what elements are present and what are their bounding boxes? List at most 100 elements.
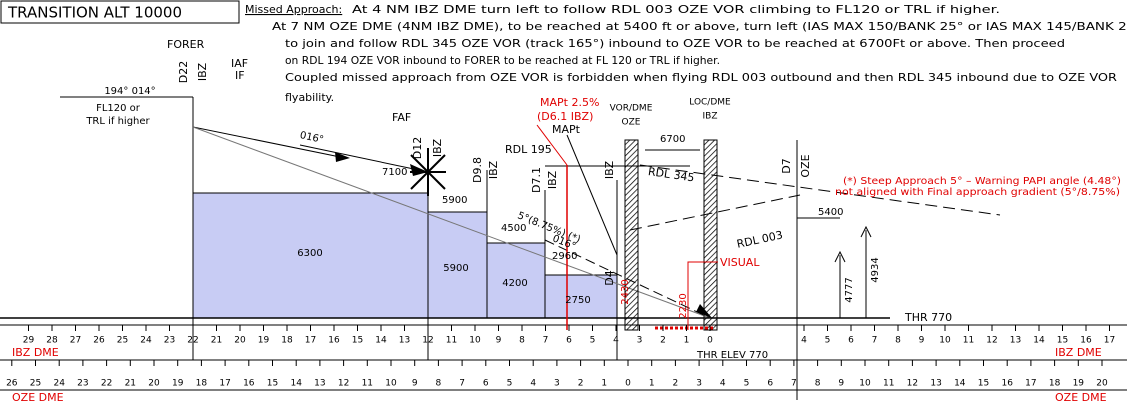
nav-label: IBZ	[703, 112, 718, 122]
track-label: 194° 014°	[104, 86, 155, 97]
scale-number: 25	[117, 336, 128, 346]
glide-path	[192, 126, 711, 319]
scale-number: 0	[707, 336, 713, 346]
msa-label: 6300	[297, 248, 322, 259]
scale-number: 21	[211, 336, 222, 346]
scale-number: 15	[978, 379, 989, 389]
scale-label: OZE DME	[12, 391, 64, 404]
alt-label: 5900	[442, 195, 467, 206]
mapt-label: (D6.1 IBZ)	[537, 110, 593, 123]
approach-arrow	[299, 144, 429, 173]
fix-label: IF	[235, 69, 245, 82]
fix-label: FORER	[167, 38, 205, 51]
scale-number: 12	[986, 336, 997, 346]
obstacle-top	[860, 225, 872, 238]
scale-number: 10	[469, 336, 481, 346]
scale-number: 16	[1001, 379, 1013, 389]
fix-label: IBZ	[603, 160, 616, 179]
scale-number: 9	[838, 379, 844, 389]
scale-number: 9	[496, 336, 502, 346]
fix-label: D9.8	[471, 157, 484, 183]
scale-number: 5	[590, 336, 596, 346]
mapt-label: MAPt	[552, 123, 581, 136]
scale-number: 10	[859, 379, 871, 389]
height-label: 2230	[678, 293, 689, 318]
msa-boxes	[192, 192, 618, 319]
fix-label: D7.1	[530, 167, 543, 193]
height-label: 2430	[620, 279, 631, 304]
scale-number: 19	[172, 379, 184, 389]
missed-approach-label: Missed Approach:	[245, 3, 342, 16]
msa-label: 4200	[502, 278, 527, 289]
msa-label: 5900	[443, 263, 468, 274]
note: (*) Steep Approach 5° – Warning PAPI ang…	[843, 176, 1121, 187]
scale-number: 0	[625, 379, 631, 389]
alt-label: 4500	[501, 223, 526, 234]
scale-number: 13	[1010, 336, 1021, 346]
scale-number: 10	[939, 336, 951, 346]
scale-number: 12	[422, 336, 433, 346]
missed-approach-text: to join and follow RDL 345 OZE VOR (trac…	[285, 37, 1065, 50]
scale-number: 9	[919, 336, 925, 346]
scale-number: 21	[125, 379, 136, 389]
scale-number: 14	[954, 379, 966, 389]
scale-number: 26	[6, 379, 18, 389]
scale-number: 17	[219, 379, 230, 389]
scale-number: 8	[519, 336, 525, 346]
fix-label: D12	[411, 137, 424, 159]
scale-number: 28	[46, 336, 58, 346]
alt-label: 7100	[382, 167, 407, 178]
scale-number: 7	[543, 336, 549, 346]
scale-number: 8	[815, 379, 821, 389]
scale-number: 14	[375, 336, 387, 346]
scale-number: 4	[613, 336, 619, 346]
mapt-label: MAPt 2.5%	[540, 96, 599, 109]
scale-number: 15	[267, 379, 278, 389]
fix-label: OZE	[799, 154, 812, 177]
alt-label: 2960	[552, 251, 577, 262]
rdl-label: RDL 195	[505, 143, 552, 156]
arrow-head	[410, 164, 428, 176]
scale-number: 16	[1080, 336, 1092, 346]
scale-number: 11	[963, 336, 974, 346]
scale-number: 11	[883, 379, 894, 389]
obstacle-label: 4777	[844, 277, 855, 302]
scale-number: 3	[637, 336, 643, 346]
scale-number: 19	[1073, 379, 1085, 389]
scale-number: 9	[412, 379, 418, 389]
scale-number: 2	[660, 336, 666, 346]
scale-number: 11	[362, 379, 373, 389]
scale-number: 18	[1049, 379, 1061, 389]
scale-number: 10	[385, 379, 397, 389]
missed-approach-text: At 4 NM IBZ DME turn left to follow RDL …	[352, 3, 1000, 16]
fix-label: IAF	[231, 57, 248, 70]
scale-number: 1	[684, 336, 690, 346]
scale-label: IBZ DME	[1055, 346, 1102, 359]
msa-box	[192, 192, 429, 319]
nav-label: VOR/DME	[610, 104, 653, 114]
scale-number: 20	[1096, 379, 1108, 389]
scale-number: 6	[483, 379, 489, 389]
missed-approach-text: At 7 NM OZE DME (4NM IBZ DME), to be rea…	[272, 20, 1127, 33]
scale-number: 12	[338, 379, 349, 389]
scale-number: 27	[70, 336, 81, 346]
scale-number: 20	[234, 336, 246, 346]
scale-number: 23	[77, 379, 88, 389]
scale-number: 18	[281, 336, 293, 346]
obstacle-label: 4934	[870, 257, 881, 282]
visual-leader	[687, 261, 718, 330]
nav-label: LOC/DME	[689, 98, 731, 108]
missed-approach-text: flyability.	[285, 91, 334, 104]
scale-number: 17	[305, 336, 316, 346]
rdl-label: RDL 003	[736, 228, 784, 250]
fix-label: IBZ	[546, 170, 559, 189]
scale-number: 16	[243, 379, 255, 389]
fix-label: D4	[603, 270, 616, 285]
alt-label: 5400	[818, 207, 843, 218]
scale-number: 13	[930, 379, 941, 389]
alt-label: 6700	[660, 134, 685, 145]
scale-number: 4	[720, 379, 726, 389]
track-label: 016°	[299, 130, 325, 146]
scale-number: 5	[507, 379, 513, 389]
